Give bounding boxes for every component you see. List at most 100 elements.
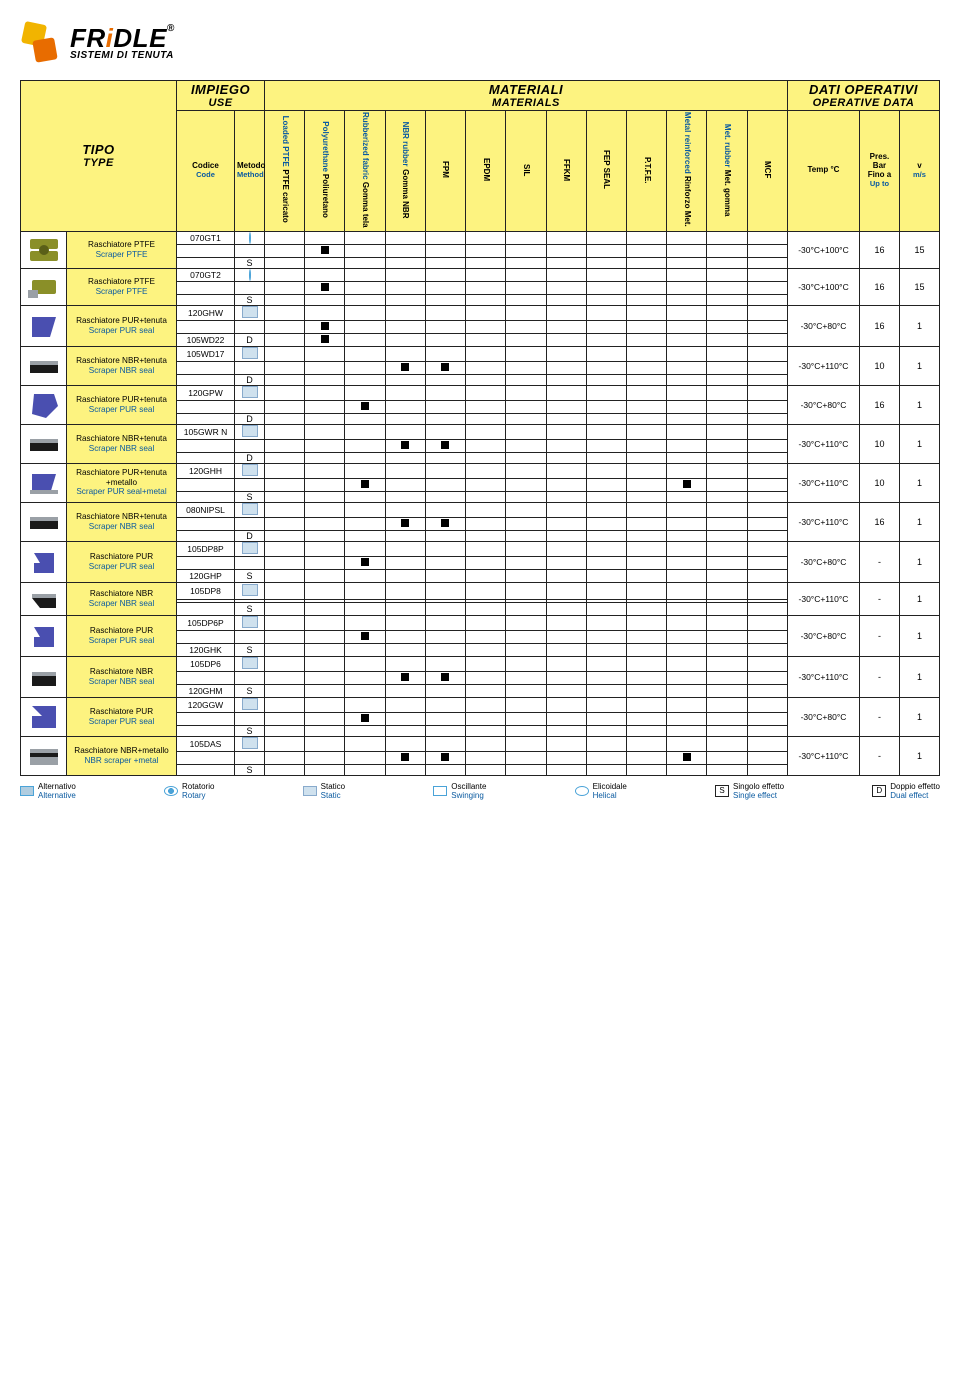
product-name: Raschiatore PURScraper PUR seal: [67, 541, 177, 582]
material-cell: [345, 305, 385, 320]
material-cell: [546, 452, 586, 463]
material-cell: [506, 684, 546, 697]
material-cell: [667, 582, 707, 599]
method-cell: [235, 656, 265, 671]
material-cell: [747, 751, 787, 764]
material-cell: [667, 452, 707, 463]
hdr-mat-1: Poliuretano Polyurethane: [305, 111, 345, 232]
material-cell: [626, 491, 666, 502]
material-cell: [586, 361, 626, 374]
method-cell: [235, 502, 265, 517]
material-cell: [546, 712, 586, 725]
material-cell: [425, 305, 465, 320]
material-cell: [506, 569, 546, 582]
material-cell: [345, 320, 385, 333]
material-cell: [425, 294, 465, 305]
material-cell: [546, 751, 586, 764]
material-cell: [546, 257, 586, 268]
method-cell: [235, 671, 265, 684]
material-cell: [667, 478, 707, 491]
material-cell: [466, 385, 506, 400]
material-cell: [747, 697, 787, 712]
product-code: [177, 751, 235, 764]
material-cell: [586, 257, 626, 268]
material-cell: [747, 361, 787, 374]
material-cell: [265, 582, 305, 599]
material-cell: [506, 478, 546, 491]
material-cell: [305, 684, 345, 697]
material-cell: [707, 385, 747, 400]
material-cell: [265, 697, 305, 712]
material-cell: [305, 333, 345, 346]
material-cell: [305, 725, 345, 736]
material-cell: [667, 764, 707, 775]
product-code: 105DP8P: [177, 541, 235, 556]
method-cell: [235, 712, 265, 725]
material-cell: [506, 294, 546, 305]
op-temp: -30°C+110°C: [787, 736, 859, 775]
material-cell: [747, 656, 787, 671]
material-cell: [747, 603, 787, 616]
material-cell: [425, 736, 465, 751]
product-name: Raschiatore NBRScraper NBR seal: [67, 582, 177, 615]
material-cell: [747, 257, 787, 268]
material-cell: [506, 320, 546, 333]
material-cell: [707, 712, 747, 725]
method-cell: [235, 424, 265, 439]
method-cell: [235, 615, 265, 630]
material-cell: [546, 517, 586, 530]
material-cell: [586, 346, 626, 361]
material-cell: [265, 491, 305, 502]
material-cell: [466, 244, 506, 257]
material-cell: [626, 439, 666, 452]
method-cell: S: [235, 569, 265, 582]
material-cell: [305, 603, 345, 616]
material-cell: [747, 268, 787, 281]
material-cell: [586, 517, 626, 530]
product-code: 105WD22: [177, 333, 235, 346]
material-cell: [305, 517, 345, 530]
material-cell: [707, 374, 747, 385]
material-cell: [747, 424, 787, 439]
material-cell: [265, 385, 305, 400]
material-cell: [747, 346, 787, 361]
material-cell: [265, 541, 305, 556]
method-cell: [235, 582, 265, 599]
method-cell: [235, 478, 265, 491]
material-cell: [385, 374, 425, 385]
material-cell: [425, 452, 465, 463]
material-cell: [667, 656, 707, 671]
material-cell: [425, 281, 465, 294]
material-cell: [586, 385, 626, 400]
material-cell: [425, 385, 465, 400]
material-cell: [265, 725, 305, 736]
material-cell: [345, 244, 385, 257]
material-cell: [265, 556, 305, 569]
material-cell: [305, 502, 345, 517]
method-cell: [235, 736, 265, 751]
material-cell: [626, 268, 666, 281]
method-cell: [235, 346, 265, 361]
table-row: Raschiatore PURScraper PUR seal120GGW-30…: [21, 697, 940, 712]
material-cell: [747, 764, 787, 775]
material-cell: [546, 244, 586, 257]
material-cell: [345, 374, 385, 385]
material-cell: [747, 491, 787, 502]
material-cell: [305, 320, 345, 333]
op-bar: 10: [859, 463, 899, 502]
op-bar: 16: [859, 268, 899, 305]
material-cell: [425, 361, 465, 374]
material-cell: [305, 374, 345, 385]
material-cell: [265, 643, 305, 656]
material-cell: [546, 294, 586, 305]
product-code: [177, 374, 235, 385]
op-v: 1: [899, 541, 939, 582]
material-cell: [345, 541, 385, 556]
product-code: [177, 257, 235, 268]
material-cell: [626, 603, 666, 616]
op-temp: -30°C+80°C: [787, 615, 859, 656]
material-cell: [626, 643, 666, 656]
material-cell: [707, 530, 747, 541]
product-code: 120GHM: [177, 684, 235, 697]
material-cell: [626, 517, 666, 530]
